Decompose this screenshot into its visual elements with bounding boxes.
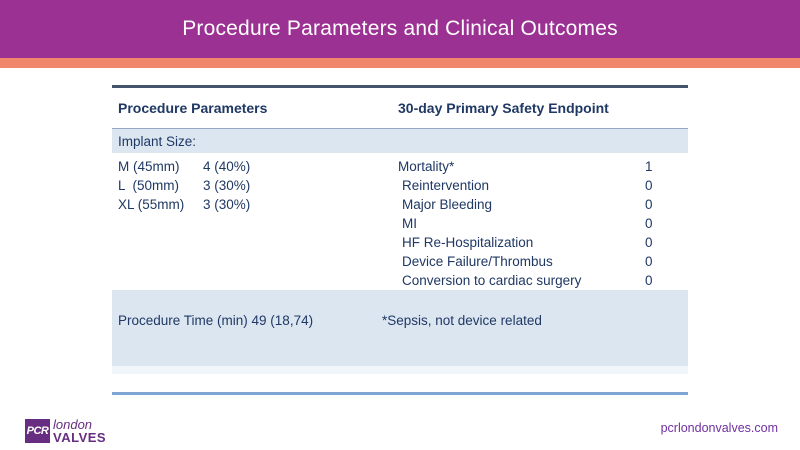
implant-size-l-label: L (50mm) <box>118 178 180 193</box>
endpoint-hf-rehosp-label: HF Re-Hospitalization <box>402 235 534 250</box>
endpoint-mortality-label: Mortality* <box>398 159 455 174</box>
endpoint-reintervention-value: 0 <box>645 178 653 193</box>
table-row: XL (55mm) 3 (30%) <box>118 195 398 214</box>
table-top-border <box>112 85 688 88</box>
table-body: M (45mm) 4 (40%) L (50mm) 3 (30%) XL (55… <box>112 153 688 290</box>
implant-size-l-value: 3 (30%) <box>203 178 251 193</box>
safety-endpoint-column: Mortality* 1 Reintervention 0 Major Blee… <box>398 157 688 290</box>
sepsis-footnote: *Sepsis, not device related <box>382 313 542 328</box>
endpoint-mi-label: MI <box>402 216 417 231</box>
table-row: M (45mm) 4 (40%) <box>118 157 398 176</box>
table-bottom-border <box>112 392 688 395</box>
column-header-procedure-parameters: Procedure Parameters <box>118 100 268 116</box>
implant-size-m-label: M (45mm) <box>118 159 180 174</box>
table-row: Conversion to cardiac surgery 0 <box>398 271 688 290</box>
implant-size-label: Implant Size: <box>118 133 197 149</box>
table-light-strip <box>112 366 688 374</box>
implant-size-column: M (45mm) 4 (40%) L (50mm) 3 (30%) XL (55… <box>112 157 398 290</box>
endpoint-reintervention-label: Reintervention <box>402 178 490 193</box>
pcr-london-valves-logo: PCR london VALVES <box>25 417 107 445</box>
slide-title: Procedure Parameters and Clinical Outcom… <box>182 17 618 40</box>
endpoint-major-bleeding-value: 0 <box>645 197 653 212</box>
accent-stripe <box>0 58 800 68</box>
table-row: L (50mm) 3 (30%) <box>118 176 398 195</box>
implant-size-section-row: Implant Size: <box>112 128 688 153</box>
table-row: HF Re-Hospitalization 0 <box>398 233 688 252</box>
endpoint-conversion-label: Conversion to cardiac surgery <box>402 273 582 288</box>
implant-size-xl-label: XL (55mm) <box>118 197 185 212</box>
table-row: Reintervention 0 <box>398 176 688 195</box>
endpoint-mortality-value: 1 <box>645 159 653 174</box>
endpoint-mi-value: 0 <box>645 216 653 231</box>
implant-size-xl-value: 3 (30%) <box>203 197 251 212</box>
procedure-time-text: Procedure Time (min) 49 (18,74) <box>118 313 314 328</box>
title-bar: Procedure Parameters and Clinical Outcom… <box>0 0 800 58</box>
endpoint-device-failure-value: 0 <box>645 254 653 269</box>
implant-size-m-value: 4 (40%) <box>203 159 251 174</box>
table-row: MI 0 <box>398 214 688 233</box>
table-row: Major Bleeding 0 <box>398 195 688 214</box>
endpoint-conversion-value: 0 <box>645 273 653 288</box>
footer-url: pcrlondonvalves.com <box>660 421 778 435</box>
logo-valves: VALVES <box>53 430 107 445</box>
summary-row: Procedure Time (min) 49 (18,74) *Sepsis,… <box>112 290 688 366</box>
table-row: Mortality* 1 <box>398 157 688 176</box>
pcr-logo-icon: PCR <box>25 419 50 443</box>
table-header-row: Procedure Parameters 30-day Primary Safe… <box>112 88 688 128</box>
endpoint-major-bleeding-label: Major Bleeding <box>402 197 493 212</box>
logo-london: london <box>53 417 93 432</box>
endpoint-device-failure-label: Device Failure/Thrombus <box>402 254 553 269</box>
logo-text: london VALVES <box>53 417 107 445</box>
endpoint-hf-rehosp-value: 0 <box>645 235 653 250</box>
table-bottom-gap <box>112 374 688 392</box>
outcomes-table: Procedure Parameters 30-day Primary Safe… <box>112 85 688 395</box>
table-row: Device Failure/Thrombus 0 <box>398 252 688 271</box>
column-header-safety-endpoint: 30-day Primary Safety Endpoint <box>398 100 609 116</box>
